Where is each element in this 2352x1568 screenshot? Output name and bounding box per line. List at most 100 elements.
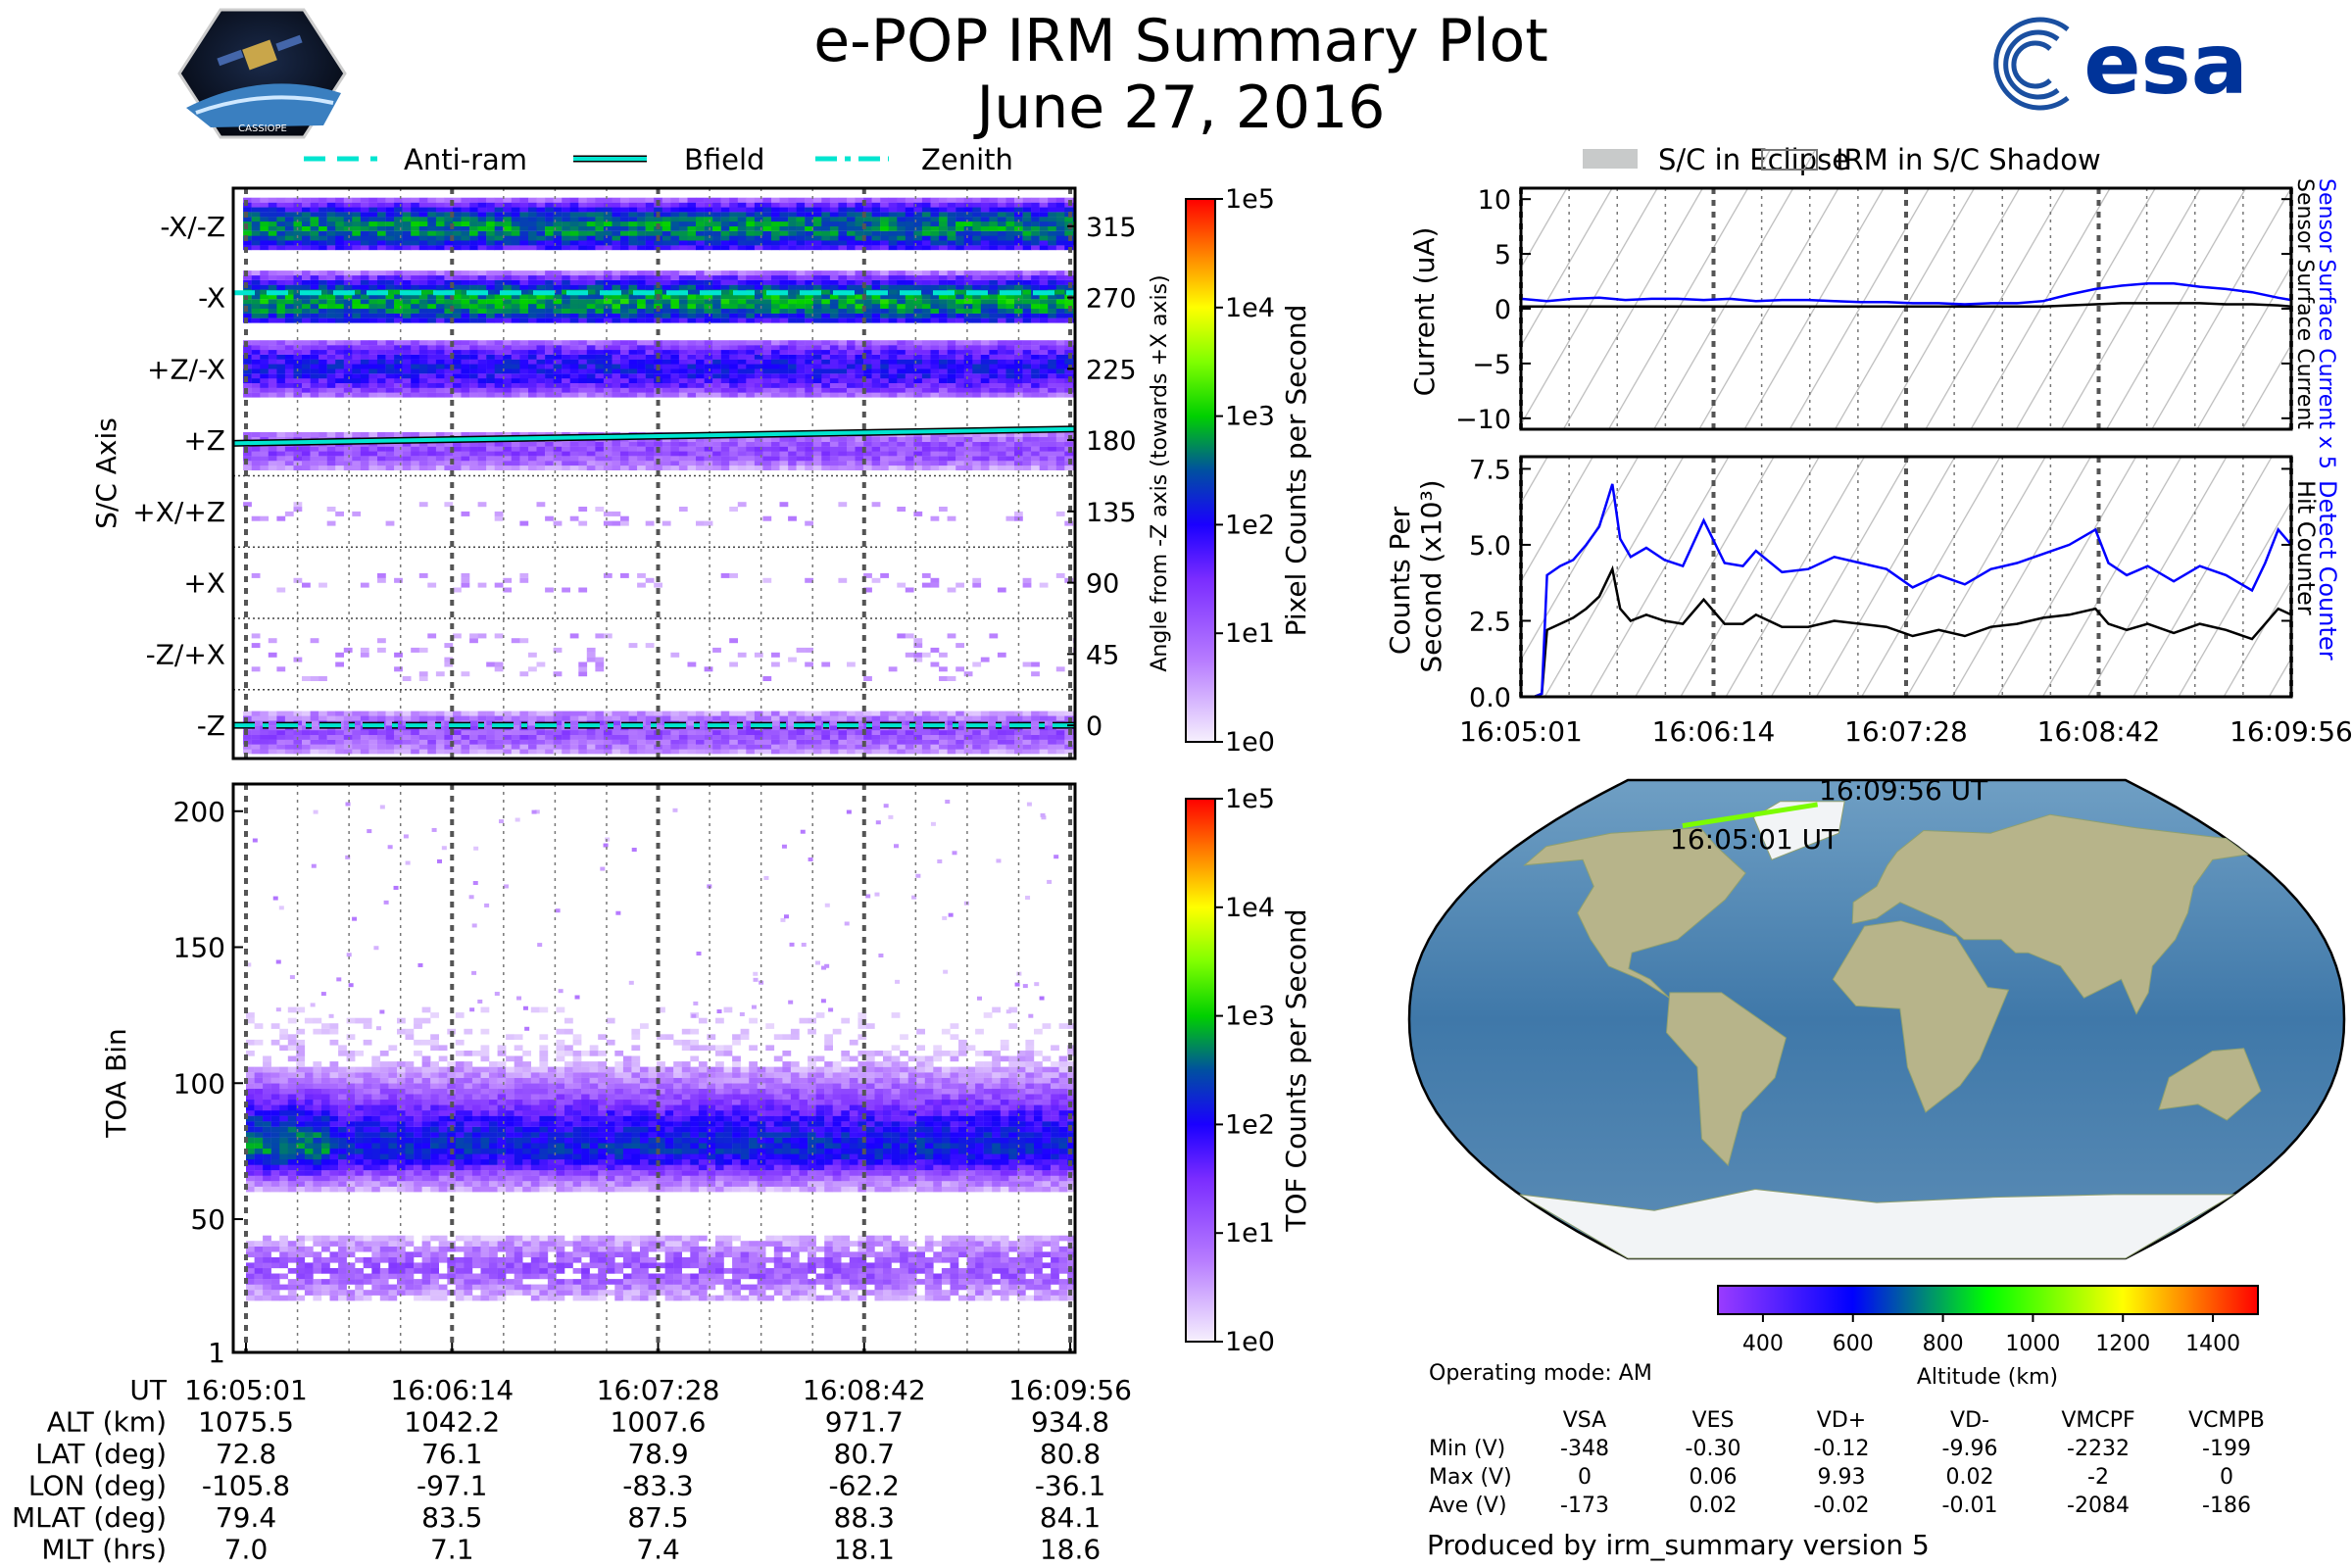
spectrogram-cell bbox=[326, 359, 336, 365]
pixel-spectrogram-cells bbox=[243, 197, 1075, 755]
spectrogram-cell bbox=[805, 304, 813, 309]
spectrogram-cell bbox=[528, 456, 537, 462]
spectrogram-cell bbox=[293, 197, 303, 203]
spectrogram-cell bbox=[989, 225, 999, 231]
spectrogram-cell bbox=[847, 364, 856, 369]
spectrogram-cell bbox=[737, 730, 747, 735]
spectrogram-cell bbox=[847, 373, 856, 379]
spectrogram-cell bbox=[402, 734, 412, 740]
spectrogram-cell bbox=[511, 715, 520, 721]
spectrogram-cell bbox=[326, 520, 336, 526]
spectrogram-cell bbox=[788, 657, 797, 662]
spectrogram-cell bbox=[788, 378, 797, 383]
spectrogram-cell bbox=[418, 749, 428, 755]
spectrogram-cell bbox=[687, 230, 697, 236]
spectrogram-cell bbox=[645, 225, 655, 231]
spectrogram-cell bbox=[956, 240, 964, 246]
spectrogram-cell bbox=[326, 202, 336, 208]
spectrogram-cell bbox=[612, 299, 621, 305]
spectrogram-cell bbox=[863, 446, 872, 452]
spectrogram-cell bbox=[1055, 212, 1065, 218]
spectrogram-cell bbox=[377, 577, 386, 583]
spectrogram-cell bbox=[678, 202, 688, 208]
spectrogram-cell bbox=[318, 240, 327, 246]
spectrogram-cell bbox=[427, 720, 437, 726]
spectrogram-cell bbox=[863, 441, 872, 447]
spectrogram-cell bbox=[746, 744, 756, 750]
spectrogram-cell bbox=[469, 274, 478, 280]
spectrogram-cell bbox=[444, 304, 454, 309]
spectrogram-cell bbox=[453, 373, 462, 379]
spectrogram-cell bbox=[805, 446, 813, 452]
spectrogram-cell bbox=[704, 274, 713, 280]
spectrogram-cell bbox=[368, 197, 378, 203]
spectrogram-cell bbox=[628, 373, 638, 379]
spectrogram-cell bbox=[1014, 441, 1023, 447]
spectrogram-cell bbox=[678, 456, 688, 462]
spectrogram-cell bbox=[1022, 432, 1032, 437]
spectrogram-cell bbox=[847, 446, 856, 452]
spectrogram-cell bbox=[260, 217, 270, 222]
spectrogram-cell bbox=[411, 270, 419, 276]
spectrogram-cell bbox=[871, 313, 881, 318]
spectrogram-cell bbox=[377, 647, 386, 653]
spectrogram-cell bbox=[729, 364, 738, 369]
spectrogram-cell bbox=[746, 715, 756, 721]
spectrogram-cell bbox=[771, 245, 780, 251]
spectrogram-cell bbox=[310, 308, 319, 314]
spectrogram-cell bbox=[670, 349, 680, 355]
spectrogram-cell bbox=[863, 299, 872, 305]
spectrogram-cell bbox=[888, 284, 898, 290]
spectrogram-cell bbox=[444, 364, 454, 369]
spectrogram-cell bbox=[779, 217, 789, 222]
spectrogram-cell bbox=[1039, 207, 1049, 213]
spectrogram-cell bbox=[1055, 349, 1065, 355]
spectrogram-cell bbox=[1048, 432, 1056, 437]
spectrogram-cell bbox=[905, 225, 914, 231]
spectrogram-cell bbox=[284, 466, 294, 470]
spectrogram-cell bbox=[569, 441, 579, 447]
spectrogram-cell bbox=[418, 387, 428, 393]
spectrogram-cell bbox=[377, 451, 386, 457]
spectrogram-cell bbox=[729, 318, 738, 323]
spectrogram-cell bbox=[888, 340, 898, 346]
spectrogram-cell bbox=[461, 308, 470, 314]
spectrogram-cell bbox=[511, 212, 520, 218]
spectrogram-cell bbox=[243, 456, 252, 462]
spectrogram-cell bbox=[670, 345, 680, 351]
spectrogram-cell bbox=[805, 392, 813, 398]
spectrogram-cell bbox=[302, 739, 311, 745]
spectrogram-cell bbox=[503, 284, 513, 290]
spectrogram-cell bbox=[461, 197, 470, 203]
spectrogram-cell bbox=[729, 207, 738, 213]
spectrogram-cell bbox=[486, 662, 495, 667]
spectrogram-cell bbox=[897, 212, 906, 218]
spectrogram-cell bbox=[762, 739, 772, 745]
spectrogram-cell bbox=[829, 382, 839, 388]
spectrogram-cell bbox=[947, 230, 956, 236]
spectrogram-cell bbox=[762, 354, 772, 360]
spectrogram-cell bbox=[947, 392, 956, 398]
spectrogram-cell bbox=[260, 225, 270, 231]
spectrogram-cell bbox=[863, 436, 872, 442]
spectrogram-cell bbox=[1005, 387, 1015, 393]
spectrogram-cell bbox=[578, 202, 588, 208]
spectrogram-cell bbox=[511, 294, 520, 300]
spectrogram-cell bbox=[704, 387, 713, 393]
spectrogram-cell bbox=[737, 294, 747, 300]
spectrogram-cell bbox=[385, 461, 395, 466]
spectrogram-cell bbox=[1022, 240, 1032, 246]
spectrogram-cell bbox=[461, 387, 470, 393]
spectrogram-cell bbox=[645, 308, 655, 314]
spectrogram-cell bbox=[720, 368, 730, 374]
spectrogram-cell bbox=[788, 456, 797, 462]
spectrogram-cell bbox=[746, 436, 756, 442]
spectrogram-cell bbox=[486, 466, 495, 470]
spectrogram-cell bbox=[477, 373, 487, 379]
spectrogram-cell bbox=[746, 730, 756, 735]
spectrogram-cell bbox=[394, 340, 403, 346]
spectrogram-cell bbox=[494, 451, 504, 457]
spectrogram-cell bbox=[737, 744, 747, 750]
spectrogram-cell bbox=[284, 432, 294, 437]
spectrogram-cell bbox=[243, 207, 252, 213]
